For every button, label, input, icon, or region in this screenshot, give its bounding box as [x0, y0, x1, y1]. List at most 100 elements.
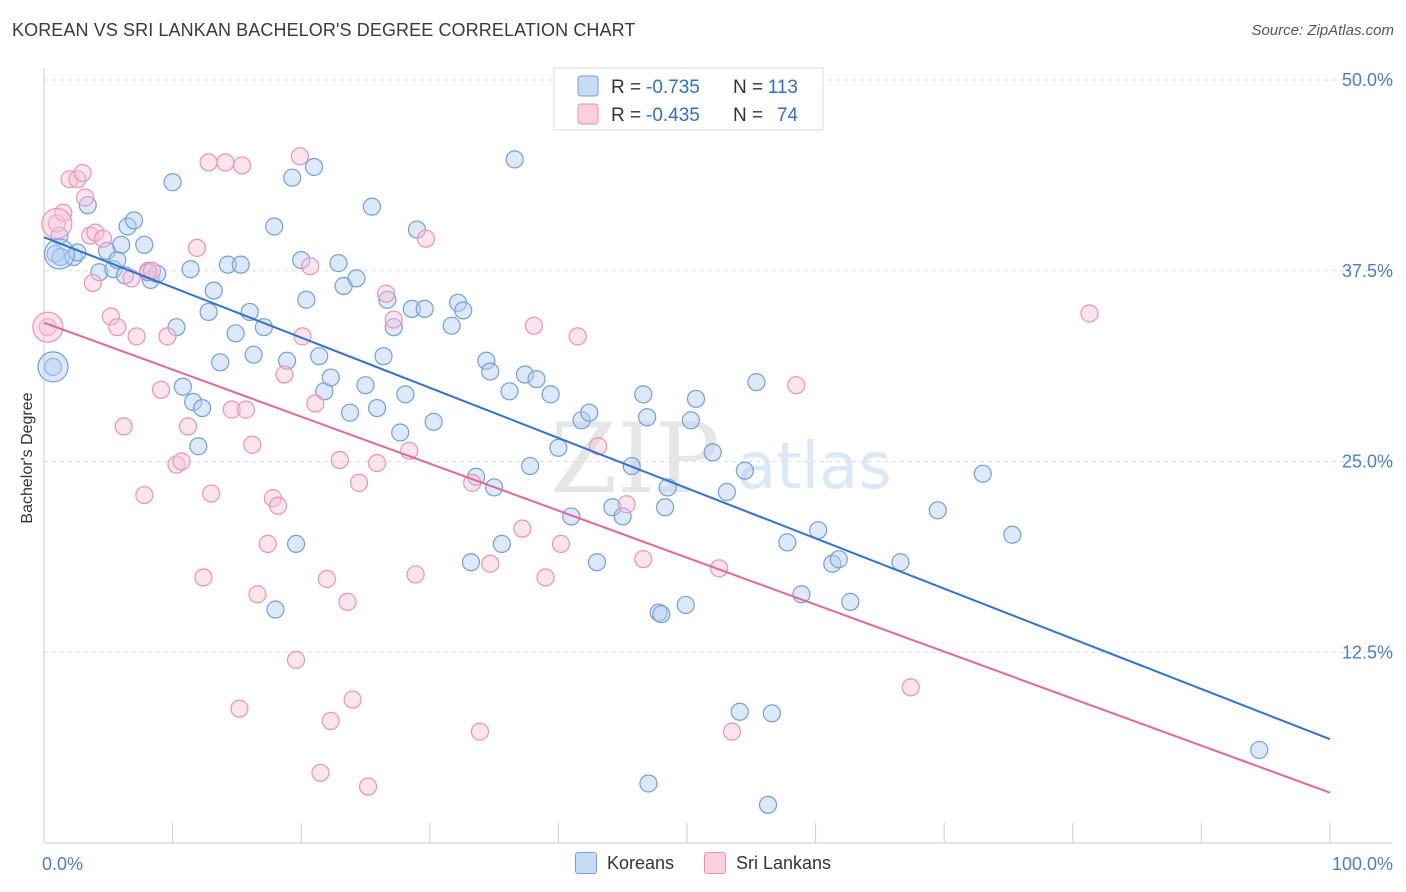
korean-point [634, 385, 653, 404]
sri-lankan-point [122, 269, 141, 288]
korean-point [735, 461, 754, 480]
sri-lankan-point [178, 417, 198, 436]
sri-lankan-point [151, 380, 171, 399]
korean-point [310, 347, 329, 366]
korean-point [266, 600, 285, 619]
sri-lankan-point-large [41, 207, 73, 240]
korean-point [292, 250, 311, 270]
sri-lankan-point [94, 229, 113, 248]
sri-lankan-point [243, 435, 262, 454]
korean-point [211, 353, 230, 372]
korean-point [541, 385, 560, 404]
korean-point [572, 411, 591, 430]
trend-lines [43, 236, 1331, 794]
legend-n-value: 113 [768, 77, 798, 98]
korean-point [374, 347, 393, 366]
sri-lankan-point [158, 327, 177, 346]
legend: R = -0.735 N = 113 R = -0.435 N = 74 [553, 67, 824, 131]
korean-point [454, 301, 473, 320]
sri-lankan-point [101, 307, 120, 326]
sri-lankan-point [248, 585, 267, 604]
korean-point [638, 408, 657, 427]
legend-item-koreans: Koreans [574, 852, 674, 874]
sri-lankan-point [290, 147, 310, 166]
korean-point [135, 235, 154, 254]
korean-point [184, 392, 203, 412]
korean-point [461, 553, 481, 572]
korean-point [193, 398, 212, 418]
korean-point [580, 403, 599, 422]
sri-lankan-point [172, 452, 191, 471]
korean-point [231, 255, 250, 274]
chart-source: Source: ZipAtlas.com [1251, 22, 1394, 39]
korean-point [652, 604, 671, 624]
sri-lankan-point [194, 568, 213, 587]
korean-point [277, 351, 297, 370]
korean-point [396, 385, 415, 404]
korean-point [347, 269, 366, 288]
korean-point [90, 263, 109, 282]
korean-point [173, 377, 192, 396]
chart-title: KOREAN VS SRI LANKAN BACHELOR'S DEGREE C… [12, 20, 636, 40]
watermark-zip: ZIP [550, 403, 719, 515]
axes [43, 68, 1392, 844]
legend-swatch [577, 103, 599, 125]
korean-point [521, 456, 540, 476]
korean-trend-line [43, 236, 1331, 741]
legend-n-label: N = [733, 105, 763, 126]
legend-label-sri-lankans: Sri Lankans [735, 852, 832, 873]
tick-labels: 12.5% 25.0% 37.5% 50.0% 0.0% 100.0% [42, 70, 1393, 874]
legend-swatch-koreans [574, 852, 597, 874]
sri-lankan-point [236, 400, 256, 419]
legend-n-value: 74 [777, 105, 799, 126]
sri-lankan-point [568, 327, 587, 346]
y-tick-label: 25.0% [1342, 452, 1393, 472]
korean-point [378, 290, 397, 309]
korean-point [549, 438, 568, 457]
korean-point [384, 318, 403, 337]
sri-lankan-trend-line [43, 321, 1331, 794]
korean-point [391, 423, 410, 442]
korean-point [686, 389, 706, 409]
sri-lankan-point [470, 722, 490, 741]
x-tick-label-min: 0.0% [42, 854, 83, 874]
sri-lankan-point [47, 214, 66, 233]
legend-r-label: R = [611, 77, 641, 98]
sri-lankan-point [222, 400, 241, 419]
sri-lankan-point [536, 568, 555, 587]
korean-point-large [37, 351, 69, 383]
y-tick-label: 12.5% [1342, 642, 1393, 662]
sri-lankan-point [73, 163, 92, 183]
korean-point [587, 553, 607, 572]
sri-lankan-point [343, 690, 362, 709]
korean-point [562, 507, 581, 526]
korean-point [226, 324, 245, 343]
korean-point [199, 302, 218, 322]
watermark-atlas: atlas [737, 430, 892, 504]
sri-lankan-point [384, 310, 403, 329]
korean-point [218, 255, 237, 274]
sri-lankan-point [258, 534, 277, 554]
korean-point [730, 702, 749, 721]
sri-lankan-point [311, 763, 330, 782]
legend-label-koreans: Koreans [606, 852, 674, 873]
sri-lankan-point [230, 699, 249, 718]
sri-lankan-point [139, 261, 158, 280]
korean-point [928, 501, 947, 520]
korean-point [527, 369, 546, 389]
korean-point [481, 362, 500, 381]
korean-point [46, 244, 65, 264]
bottom-legend: Koreans Sri Lankans [0, 852, 1406, 874]
legend-n-label: N = [733, 77, 763, 98]
sri-lankan-point [330, 450, 349, 470]
korean-point [163, 173, 182, 192]
korean-point [367, 398, 387, 418]
korean-point [758, 795, 778, 814]
legend-item-sri-lankans: Sri Lankans [703, 852, 832, 874]
sri-lankan-point [367, 453, 387, 473]
sri-lankan-point [127, 327, 146, 346]
sri-lankan-point [76, 188, 95, 207]
legend-r-label: R = [611, 105, 641, 126]
sri-lankan-point [617, 495, 636, 514]
